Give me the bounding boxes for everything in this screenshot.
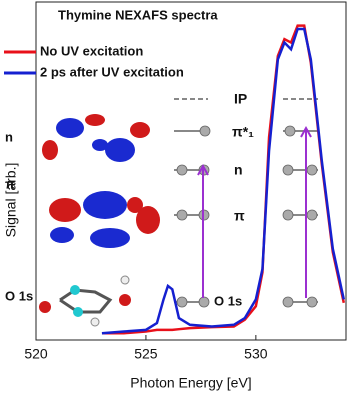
x-tick-label: 530 xyxy=(244,346,268,362)
x-tick-label: 525 xyxy=(134,346,158,362)
y-axis-label: Signal [arb.] xyxy=(3,163,19,238)
annotation: n xyxy=(234,162,243,178)
legend-label: No UV excitation xyxy=(40,43,143,58)
plot-frame xyxy=(35,1,347,341)
annotation: IP xyxy=(234,91,247,107)
annotation: O 1s xyxy=(5,288,33,303)
legend-label: 2 ps after UV excitation xyxy=(40,64,184,79)
annotation: π*₁ xyxy=(232,124,254,140)
x-tick-label: 520 xyxy=(24,346,48,362)
annotation: π xyxy=(5,176,15,191)
level-diagram xyxy=(174,98,318,308)
annotation: O 1s xyxy=(214,293,242,308)
annotation: π xyxy=(234,208,245,224)
chart-title: Thymine NEXAFS spectra xyxy=(58,7,218,22)
orbital-images xyxy=(39,114,160,327)
annotation: n xyxy=(5,129,13,144)
series-line xyxy=(101,27,346,335)
x-axis-label: Photon Energy [eV] xyxy=(130,375,251,391)
